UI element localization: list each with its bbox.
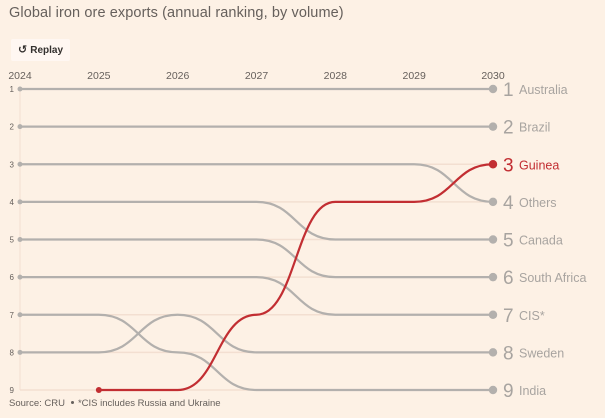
series-line-guinea <box>98 163 494 392</box>
start-marker-brazil <box>17 124 23 130</box>
name-label-guinea: Guinea <box>519 158 559 172</box>
end-marker-india <box>488 385 498 395</box>
name-label-sweden: Sweden <box>519 346 564 360</box>
start-marker-others <box>17 161 23 167</box>
y-tick-label: 2 <box>10 123 15 132</box>
end-marker-others <box>488 197 498 207</box>
name-label-brazil: Brazil <box>519 121 550 135</box>
start-marker-guinea <box>95 387 102 393</box>
name-label-canada: Canada <box>519 234 563 248</box>
footnote-text: *CIS includes Russia and Ukraine <box>77 398 221 409</box>
series-line-others <box>20 163 494 203</box>
y-tick-label: 6 <box>10 273 15 282</box>
rank-label-brazil: 2 <box>503 118 514 139</box>
y-tick-label: 8 <box>10 348 15 357</box>
series-line-cis <box>19 276 493 316</box>
end-marker-brazil <box>488 122 498 131</box>
rank-label-others: 4 <box>503 193 514 214</box>
y-tick-label: 4 <box>10 198 15 207</box>
name-label-australia: Australia <box>519 83 568 97</box>
series-lines <box>17 84 498 395</box>
end-marker-australia <box>488 84 498 94</box>
x-tick-label: 2029 <box>402 70 426 82</box>
series-line-india <box>19 313 493 392</box>
y-tick-label: 7 <box>10 311 15 320</box>
source-text: Source: CRU <box>9 398 65 409</box>
x-tick-label: 2026 <box>166 70 190 82</box>
bullet-separator <box>70 400 74 404</box>
start-marker-cis <box>17 274 23 280</box>
x-axis-ticks: 2024 2025 2026 2027 2028 2029 2030 <box>8 70 505 82</box>
y-tick-label: 1 <box>10 85 15 94</box>
rank-label-cis: 7 <box>503 306 514 327</box>
series-line-sweden <box>19 313 493 354</box>
rank-label-sweden: 8 <box>503 343 514 364</box>
series-labels: 1 Australia 2 Brazil 4 Others 5 Canada 6 South Af… <box>503 80 586 402</box>
y-tick-label: 9 <box>10 386 15 395</box>
rank-label-guinea: 3 <box>503 155 514 176</box>
name-label-others: Others <box>519 196 557 210</box>
chart-title: Global iron ore exports (annual ranking,… <box>9 5 344 21</box>
start-marker-canada <box>17 199 23 205</box>
start-marker-australia <box>17 86 23 92</box>
end-marker-south-africa <box>488 272 498 282</box>
x-tick-label: 2027 <box>245 70 269 82</box>
replay-label: Replay <box>30 44 64 56</box>
rank-label-australia: 1 <box>503 80 514 101</box>
y-axis-ticks: 1 2 3 4 5 6 7 8 9 <box>10 85 15 395</box>
x-tick-label: 2024 <box>8 70 32 82</box>
rank-label-south-africa: 6 <box>503 268 514 289</box>
name-label-india: India <box>519 384 546 398</box>
replay-button[interactable]: ↺ Replay <box>11 39 71 61</box>
rank-label-canada: 5 <box>503 231 514 252</box>
name-label-cis: CIS* <box>519 309 545 323</box>
footer: Source: CRU *CIS includes Russia and Ukra… <box>9 398 221 409</box>
series-line-south-africa <box>19 238 493 279</box>
end-marker-guinea <box>488 160 498 169</box>
x-tick-label: 2025 <box>87 70 111 82</box>
x-tick-label: 2028 <box>324 70 348 82</box>
y-tick-label: 3 <box>10 160 15 169</box>
start-marker-south-africa <box>17 237 23 242</box>
end-marker-sweden <box>488 348 498 357</box>
name-label-south-africa: South Africa <box>519 271 586 285</box>
replay-icon: ↺ <box>18 43 28 56</box>
end-marker-cis <box>488 310 498 319</box>
start-marker-india <box>17 312 23 318</box>
y-tick-label: 5 <box>10 236 15 245</box>
start-marker-sweden <box>17 349 23 355</box>
end-marker-canada <box>488 235 498 244</box>
x-tick-label: 2030 <box>481 70 505 82</box>
rank-label-india: 9 <box>503 381 514 402</box>
series-line-canada <box>20 200 493 241</box>
